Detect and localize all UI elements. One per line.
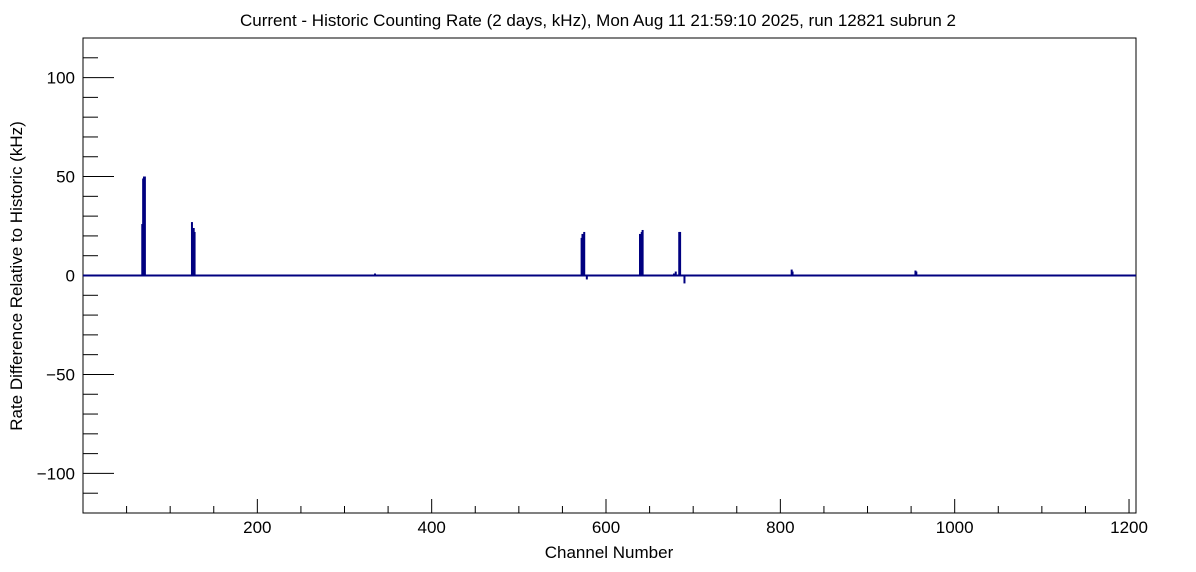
x-tick-label: 1200	[1110, 518, 1148, 537]
x-axis-label: Channel Number	[545, 543, 674, 562]
y-tick-label: −50	[46, 365, 75, 384]
y-tick-label: 100	[47, 69, 75, 88]
series-layer	[83, 176, 1136, 284]
x-tick-label: 400	[417, 518, 445, 537]
y-tick-label: 50	[56, 168, 75, 187]
y-tick-label: −100	[37, 464, 75, 483]
chart-title: Current - Historic Counting Rate (2 days…	[240, 11, 956, 30]
x-tick-label: 1000	[936, 518, 974, 537]
x-axis: 200 400 600 800 1000 1200	[126, 499, 1148, 537]
y-axis-label: Rate Difference Relative to Historic (kH…	[7, 121, 26, 431]
x-tick-label: 800	[766, 518, 794, 537]
y-tick-label: 0	[66, 267, 75, 286]
x-tick-label: 200	[243, 518, 271, 537]
x-tick-label: 600	[592, 518, 620, 537]
